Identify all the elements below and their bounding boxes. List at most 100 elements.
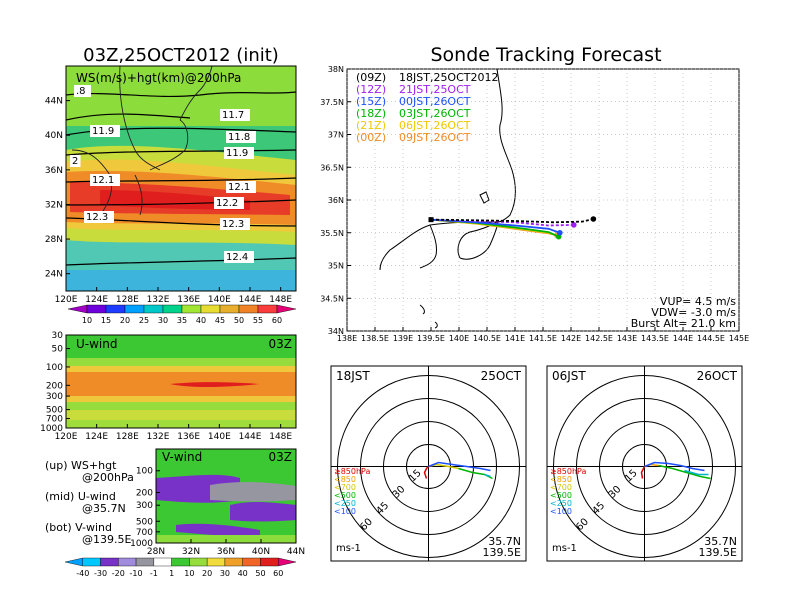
x-tick-label: 148E: [269, 432, 292, 442]
x-tick-label: 120E: [55, 432, 78, 442]
colorbar-label: 20: [202, 569, 212, 578]
colorbar-swatch: [100, 557, 119, 567]
u-wind-frame: [65, 334, 297, 429]
colorbar-swatch: [238, 304, 259, 314]
legend-time: 06JST,26OCT: [399, 119, 471, 132]
track-vdw: VDW= -3.0 m/s: [651, 306, 736, 319]
colorbar-label: 50: [255, 569, 265, 578]
colorbar-swatch: [124, 304, 145, 314]
legend-run: (09Z): [356, 71, 386, 84]
colorbar-swatch: [135, 557, 155, 567]
v-wind-panel: [156, 449, 296, 543]
contour-label-bg: [224, 147, 254, 159]
y-tick-label: 300: [46, 392, 63, 402]
contour-label-bg: [90, 174, 120, 186]
y-tick-label: 44N: [45, 97, 63, 107]
track-series: [428, 216, 597, 240]
polar-time: 18JST: [336, 369, 370, 383]
colorbar-label: -10: [130, 569, 143, 578]
pressure-legend-item: ≥850hPa: [334, 467, 371, 476]
y-tick-label: 100: [136, 467, 153, 477]
x-tick-label: 136E: [177, 432, 200, 442]
contour-label: 11.7: [222, 110, 244, 121]
x-tick-label: 142.5E: [585, 334, 613, 343]
launch-marker: [428, 217, 434, 223]
ws-map-y-ticks: 44N 40N 36N 32N 28N 24N: [45, 97, 70, 280]
legend-run: (00Z): [356, 131, 386, 144]
colorbar-label: 60: [273, 569, 283, 578]
x-tick-label: 143.5E: [641, 334, 669, 343]
y-tick-label: 1000: [40, 424, 63, 434]
colorbar-swatch: [224, 557, 243, 567]
note-bot-2: @139.5E: [82, 533, 131, 546]
colorbar-swatch: [260, 557, 279, 567]
colorbar-swatch: [64, 557, 83, 567]
colorbar-swatch: [143, 304, 164, 314]
track-line: [430, 218, 561, 234]
right-title: Sonde Tracking Forecast: [430, 44, 661, 66]
polar-lat: 35.7N: [704, 535, 737, 548]
hodograph-segment: [684, 469, 709, 476]
hodograph-segment: [484, 473, 491, 478]
y-tick-label: 100: [46, 363, 63, 373]
pressure-legend-item: <850: [334, 475, 356, 484]
contour-label: 2: [72, 156, 78, 167]
panel-notes: (up) WS+hgt @200hPa (mid) U-wind @35.7N …: [45, 459, 134, 546]
y-tick-label: 40N: [45, 131, 63, 141]
legend-run: (18Z): [356, 107, 386, 120]
y-tick-label: 36.5N: [320, 163, 344, 172]
colorbar-swatch: [242, 557, 261, 567]
pressure-legend-item: ≥850hPa: [550, 467, 587, 476]
contour-label-bg: [226, 181, 256, 193]
x-tick-label: 140.5E: [473, 334, 501, 343]
colorbar-swatch: [257, 304, 278, 314]
x-tick-label: 136E: [177, 295, 200, 305]
contour-label: .8: [76, 86, 86, 97]
y-tick-label: 36N: [45, 166, 63, 176]
colorbar-swatch: [86, 304, 107, 314]
contour-label: 12.1: [92, 175, 114, 186]
x-tick-label: 141E: [505, 334, 525, 343]
u-wind-x-ticks: 120E 124E 128E 132E 136E 140E 144E 148E: [55, 424, 292, 442]
colorbar-label: -1: [150, 569, 158, 578]
colorbar-label: 55: [253, 316, 263, 325]
colorbar-label: 15: [101, 316, 111, 325]
y-tick-label: 500: [136, 517, 153, 527]
polar-time: 06JST: [552, 369, 586, 383]
colorbar-label: 40: [196, 316, 206, 325]
colorbar-swatch: [171, 557, 190, 567]
x-tick-label: 144E: [673, 334, 693, 343]
colorbar-swatch: [206, 557, 226, 567]
hodograph-segment: [423, 465, 430, 479]
polar-date: 26OCT: [697, 369, 738, 383]
y-tick-label: 38N: [328, 65, 344, 74]
wind-colorbar: -40 -30 -20 -10 -1 1 10 20 30 40 50 60: [64, 557, 297, 578]
u-wind-label: U-wind: [76, 337, 117, 351]
pressure-legend-item: <100: [550, 507, 572, 516]
x-tick-label: 148E: [269, 295, 292, 305]
ws-map-label: WS(m/s)+hgt(km)@200hPa: [76, 71, 241, 85]
y-tick-label: 200: [46, 381, 63, 391]
colorbar-swatch: [67, 304, 88, 314]
y-tick-label: 34.5N: [320, 294, 344, 303]
contour-label: 12.4: [226, 252, 248, 263]
y-tick-label: 300: [136, 501, 153, 511]
x-tick-label: 128E: [116, 295, 139, 305]
pressure-legend-item: <250: [550, 499, 572, 508]
x-tick-label: 138E: [337, 334, 357, 343]
colorbar-label: -30: [94, 569, 107, 578]
v-wind-time: 03Z: [269, 450, 293, 464]
ws-map-contour-labels: .8 11.9 2 12.1 12.3 11.7 11.8 11.9 12.1 12.2 12.3 1…: [70, 85, 256, 263]
y-tick-label: 1000: [130, 539, 153, 549]
y-tick-label: 32N: [45, 200, 63, 210]
colorbar-label: 40: [238, 569, 248, 578]
x-tick-label: 144E: [239, 295, 262, 305]
v-wind-label: V-wind: [162, 450, 202, 464]
contour-label-bg: [226, 131, 256, 143]
pressure-legend-item: <500: [334, 491, 356, 500]
track-endpoint: [590, 216, 597, 222]
polar-lat: 35.7N: [488, 535, 521, 548]
contour-label-bg: [84, 211, 114, 223]
